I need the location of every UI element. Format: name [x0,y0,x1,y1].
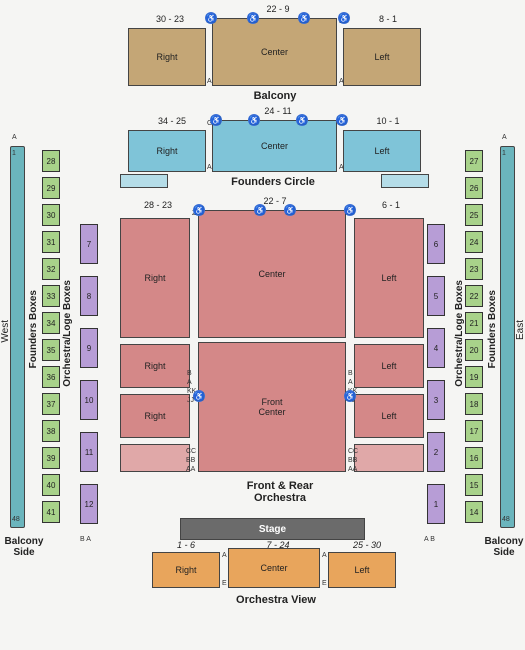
founders-box-24: 24 [465,231,483,253]
loge-box-9: 9 [80,328,98,368]
accessible-icon: ♿ [344,204,356,216]
founders-box-32: 32 [42,258,60,280]
orch-rear-left: Left [354,218,424,338]
orch-front-left: Left [354,394,424,438]
founders-box-30: 30 [42,204,60,226]
founders-box-35: 35 [42,339,60,361]
loge-box-7: 7 [80,224,98,264]
balcony-side-east [500,146,515,528]
founders-box-17: 17 [465,420,483,442]
accessible-icon: ♿ [247,12,259,24]
fc-right: Right [128,130,206,172]
accessible-icon: ♿ [338,12,350,24]
founders-box-21: 21 [465,312,483,334]
orch-rear-center: Center [198,210,346,338]
orch-rear-right: Right [120,218,190,338]
founders-box-22: 22 [465,285,483,307]
founders-box-23: 23 [465,258,483,280]
founders-box-40: 40 [42,474,60,496]
ov-center: Center [228,548,320,588]
loge-box-3: 3 [427,380,445,420]
founders-box-25: 25 [465,204,483,226]
founders-box-16: 16 [465,447,483,469]
accessible-icon: ♿ [296,114,308,126]
fc-center: Center [212,120,337,172]
accessible-icon: ♿ [210,114,222,126]
orch-mid-left: Left [354,344,424,388]
accessible-icon: ♿ [298,12,310,24]
loge-box-4: 4 [427,328,445,368]
founders-box-29: 29 [42,177,60,199]
accessible-icon: ♿ [248,114,260,126]
accessible-icon: ♿ [193,390,205,402]
founders-box-34: 34 [42,312,60,334]
orch-front-right: Right [120,394,190,438]
founders-box-33: 33 [42,285,60,307]
loge-box-11: 11 [80,432,98,472]
founders-box-39: 39 [42,447,60,469]
fc-left: Left [343,130,421,172]
founders-box-28: 28 [42,150,60,172]
founders-box-36: 36 [42,366,60,388]
accessible-icon: ♿ [336,114,348,126]
founders-box-41: 41 [42,501,60,523]
loge-box-6: 6 [427,224,445,264]
loge-box-12: 12 [80,484,98,524]
founders-box-14: 14 [465,501,483,523]
founders-box-18: 18 [465,393,483,415]
loge-box-8: 8 [80,276,98,316]
accessible-icon: ♿ [193,204,205,216]
loge-box-5: 5 [427,276,445,316]
balcony-left: Left [343,28,421,86]
balcony-center: Center [212,18,337,86]
balcony-side-west [10,146,25,528]
founders-box-38: 38 [42,420,60,442]
founders-box-15: 15 [465,474,483,496]
founders-box-37: 37 [42,393,60,415]
accessible-icon: ♿ [344,390,356,402]
accessible-icon: ♿ [254,204,266,216]
stage: Stage [180,518,365,540]
accessible-icon: ♿ [284,204,296,216]
founders-box-27: 27 [465,150,483,172]
founders-box-26: 26 [465,177,483,199]
ov-right: Right [152,552,220,588]
founders-box-20: 20 [465,339,483,361]
founders-box-31: 31 [42,231,60,253]
orch-front-center: Front Center [198,342,346,472]
ov-left: Left [328,552,396,588]
orch-mid-right: Right [120,344,190,388]
loge-box-2: 2 [427,432,445,472]
founders-box-19: 19 [465,366,483,388]
loge-box-10: 10 [80,380,98,420]
loge-box-1: 1 [427,484,445,524]
balcony-right: Right [128,28,206,86]
accessible-icon: ♿ [205,12,217,24]
